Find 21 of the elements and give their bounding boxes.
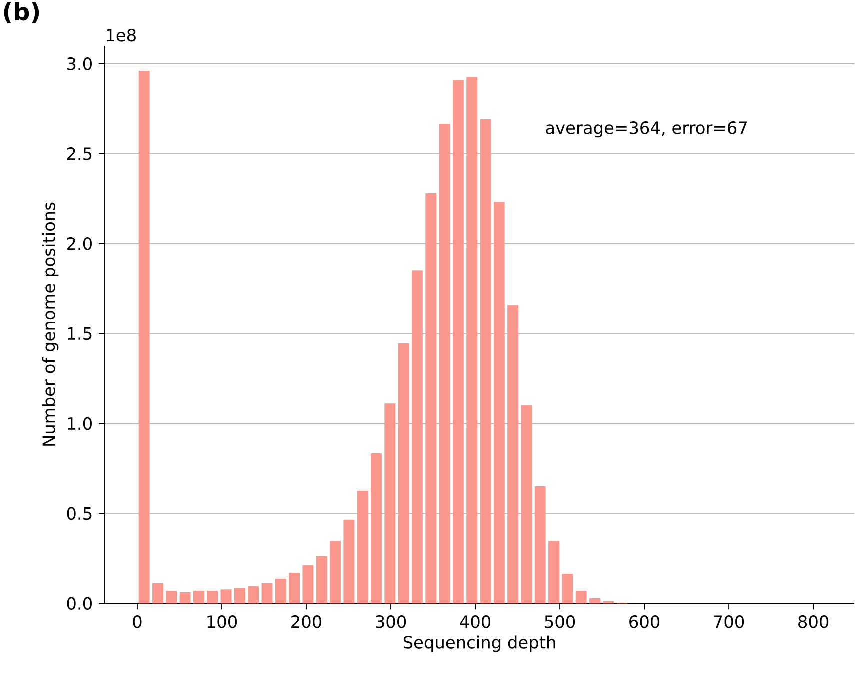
x-tick-label: 600 [630, 616, 660, 628]
x-tick-label: 300 [376, 616, 406, 628]
x-tick-label: 200 [292, 616, 322, 628]
annotation: average=364, error=67 [546, 122, 747, 138]
y-tick-label: 2.0 [67, 238, 92, 250]
y-tick-label: 3.0 [67, 58, 92, 71]
x-tick-label: 700 [714, 616, 744, 628]
y-tick-label: 1.5 [68, 328, 92, 340]
x-tick-label: 0 [133, 616, 142, 628]
x-tick-label: 100 [208, 616, 238, 628]
y-tick-label: 0.5 [67, 507, 92, 520]
x-tick-label: 500 [545, 616, 576, 628]
y-axis-title: Number of genome positions [42, 203, 59, 446]
y-tick-label: 0.0 [67, 597, 92, 610]
x-tick-label: 800 [798, 616, 829, 628]
x-axis-title: Sequencing depth [404, 636, 556, 652]
chart-title: (b) [4, 2, 40, 24]
y-tick-label: 1.0 [68, 418, 92, 430]
text: 1e8 [107, 29, 136, 42]
x-tick-label: 400 [460, 616, 491, 628]
y-tick-label: 2.5 [67, 148, 92, 160]
